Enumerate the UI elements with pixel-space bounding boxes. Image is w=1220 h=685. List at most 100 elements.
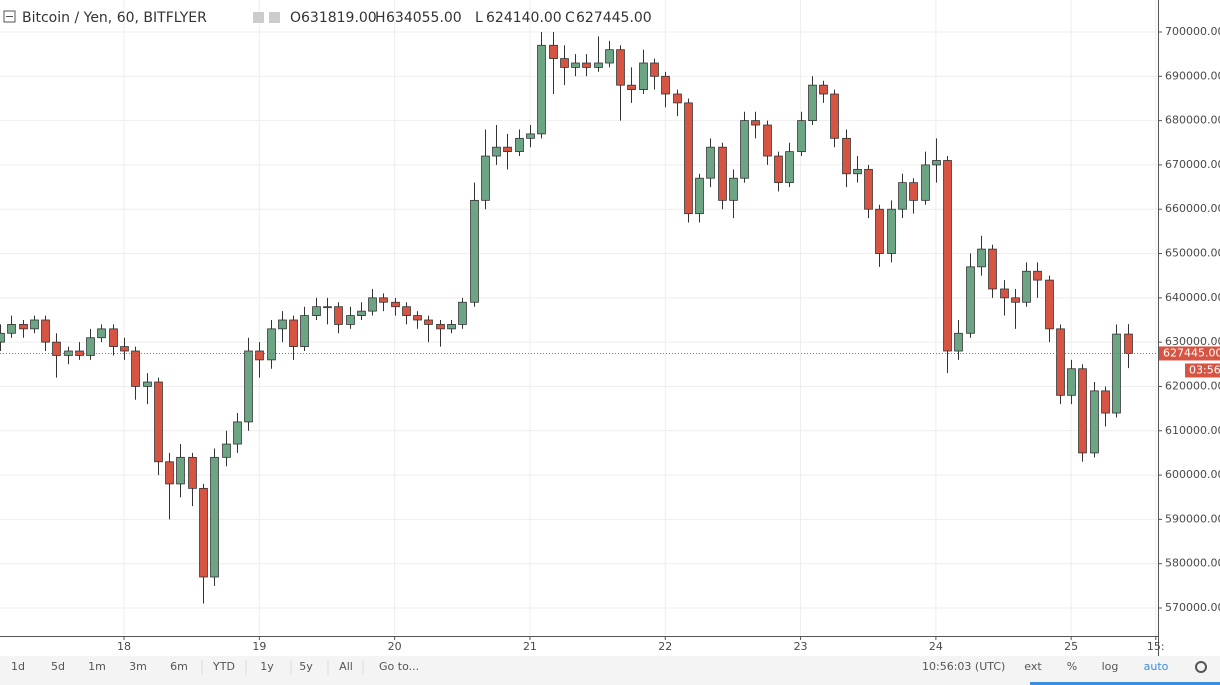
- candle-body: [52, 341, 61, 356]
- candle-body: [346, 315, 355, 325]
- candle-body: [300, 315, 309, 347]
- candle-body: [785, 151, 794, 184]
- candle-body: [233, 421, 242, 445]
- candle-body: [1090, 390, 1099, 454]
- candle-body: [695, 177, 704, 215]
- range-button[interactable]: 5y: [299, 660, 313, 673]
- candle-body: [503, 146, 512, 153]
- candle-body: [436, 324, 445, 330]
- candle-body: [424, 319, 433, 325]
- candle-body: [41, 319, 50, 343]
- candle-body: [763, 124, 772, 157]
- range-button[interactable]: 1d: [11, 660, 25, 673]
- candle-body: [909, 182, 918, 201]
- x-tick-label: 15:: [1147, 640, 1165, 653]
- countdown: 03:56: [1189, 363, 1220, 376]
- candle-body: [289, 319, 298, 347]
- candle-body: [943, 160, 952, 352]
- countdown-tag: [1185, 363, 1220, 378]
- y-tick-label: 610000.00: [1165, 424, 1220, 437]
- candle-body: [661, 75, 670, 95]
- range-button[interactable]: 6m: [170, 660, 188, 673]
- last-price-label: 627445.00: [1163, 346, 1220, 359]
- candle-body: [988, 248, 997, 290]
- candle-body: [357, 310, 366, 316]
- collapse-button[interactable]: [3, 10, 16, 23]
- ohlc-letter: H: [375, 10, 386, 26]
- candle-body: [751, 120, 760, 126]
- candle-body: [560, 58, 569, 68]
- candle-body: [706, 146, 715, 179]
- candle-body: [1101, 390, 1110, 414]
- candle-body: [526, 133, 535, 139]
- candle-body: [954, 332, 963, 352]
- candle-body: [1078, 368, 1087, 454]
- y-tick-label: 690000.00: [1165, 69, 1220, 82]
- candle-body: [30, 319, 39, 330]
- candle-body: [864, 168, 873, 210]
- candle-body: [842, 137, 851, 175]
- range-button[interactable]: 1m: [88, 660, 106, 673]
- candle-body: [819, 84, 828, 95]
- candle-body: [481, 155, 490, 201]
- candle-body: [86, 337, 95, 356]
- candle-body: [1000, 288, 1009, 299]
- candle-body: [379, 297, 388, 303]
- ohlc-letter: O: [290, 10, 301, 26]
- settings-button[interactable]: [1195, 661, 1207, 673]
- ohlc-value: 627445.00: [576, 10, 652, 26]
- toolbar-option[interactable]: log: [1102, 660, 1119, 673]
- y-tick-label: 680000.00: [1165, 114, 1220, 127]
- candle-body: [312, 306, 321, 316]
- candle-body: [176, 456, 185, 485]
- candle-body: [898, 182, 907, 210]
- toolbar-items: 1d 5d 1m 3m 6m YTD 1y 5y All Go to... 10:56:03 (UT…: [11, 660, 1207, 675]
- candle-body: [887, 208, 896, 254]
- candle-body: [222, 443, 231, 458]
- candle-body: [515, 137, 524, 153]
- toolbar-accent: [1030, 682, 1220, 685]
- y-tick-label: 600000.00: [1165, 468, 1220, 481]
- candle-body: [278, 319, 287, 330]
- range-button[interactable]: All: [339, 660, 353, 673]
- candle-body: [729, 177, 738, 201]
- eye-icon[interactable]: [253, 12, 264, 23]
- y-tick-label: 570000.00: [1165, 601, 1220, 614]
- candle-body: [154, 381, 163, 463]
- toolbar-option[interactable]: auto: [1144, 660, 1169, 673]
- candle-body: [1033, 270, 1042, 281]
- candle-body: [549, 44, 558, 59]
- range-button[interactable]: 1y: [260, 660, 274, 673]
- candle-body: [1056, 328, 1065, 396]
- candle-body: [165, 461, 174, 485]
- candle-body: [966, 266, 975, 334]
- toolbar-option[interactable]: %: [1067, 660, 1077, 673]
- candle-body: [740, 120, 749, 179]
- range-button[interactable]: 5d: [51, 660, 65, 673]
- x-tick-label: 22: [658, 640, 672, 653]
- candle-body: [875, 208, 884, 254]
- ohlc-value: 624140.00: [486, 10, 562, 26]
- goto-button[interactable]: Go to...: [379, 660, 419, 673]
- candle-body: [492, 146, 501, 157]
- candle-body: [594, 62, 603, 68]
- range-button[interactable]: YTD: [212, 660, 235, 673]
- candle-body: [977, 248, 986, 268]
- settings-icon[interactable]: [269, 12, 280, 23]
- range-button[interactable]: 3m: [129, 660, 147, 673]
- toolbar-option[interactable]: ext: [1024, 660, 1042, 673]
- candle-body: [0, 332, 5, 343]
- ohlc-letter: C: [565, 10, 575, 26]
- candle-body: [470, 199, 479, 303]
- plot-area: [0, 0, 1158, 636]
- candle-body: [830, 93, 839, 139]
- candle-body: [188, 456, 197, 489]
- y-tick-label: 670000.00: [1165, 158, 1220, 171]
- candle-body: [458, 301, 467, 325]
- candle-body: [616, 49, 625, 86]
- x-tick-label: 23: [794, 640, 808, 653]
- candle-body: [368, 297, 377, 312]
- y-tick-label: 660000.00: [1165, 202, 1220, 215]
- candle-body: [413, 315, 422, 321]
